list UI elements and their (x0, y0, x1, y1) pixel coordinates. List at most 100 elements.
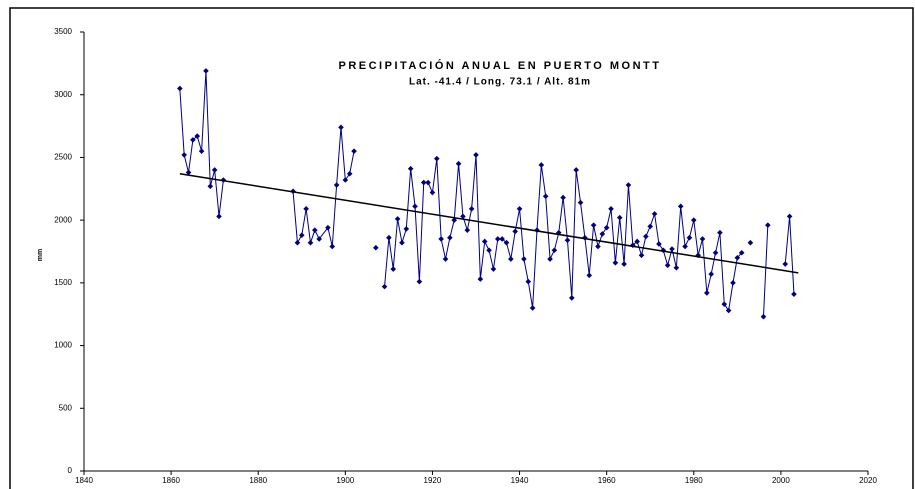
data-point (451, 217, 458, 223)
chart-frame (9, 7, 914, 489)
data-point (560, 194, 566, 201)
data-point (412, 203, 418, 210)
data-point (190, 137, 196, 143)
data-point (734, 254, 741, 261)
data-point (460, 213, 466, 220)
data-point (394, 216, 401, 222)
data-point (634, 238, 640, 245)
data-point (329, 243, 336, 250)
data-point (499, 236, 505, 242)
data-point (577, 199, 584, 206)
x-tick-label: 1940 (511, 476, 529, 485)
data-point (503, 239, 510, 246)
data-point (194, 133, 201, 139)
data-point (442, 256, 449, 262)
data-point (738, 249, 745, 256)
data-point (569, 295, 575, 301)
x-tick-label: 1860 (162, 476, 180, 485)
series-line (179, 70, 795, 317)
data-point (512, 228, 518, 235)
data-point (185, 169, 192, 176)
data-point (207, 183, 214, 190)
data-point (390, 266, 397, 272)
data-point (468, 206, 475, 212)
data-point (690, 217, 697, 223)
data-point (782, 261, 789, 267)
data-point (699, 236, 706, 242)
data-point (643, 233, 649, 240)
data-point (521, 256, 527, 262)
data-point (525, 278, 532, 285)
y-tick-label: 1500 (54, 278, 72, 287)
data-point (342, 177, 349, 183)
data-point (747, 239, 754, 246)
y-tick-label: 2500 (54, 153, 72, 162)
data-point (438, 236, 444, 242)
data-point (612, 259, 619, 266)
y-tick-label: 1000 (54, 341, 72, 350)
data-point (708, 271, 714, 277)
data-point (712, 249, 719, 256)
data-point (399, 239, 405, 246)
data-point (181, 152, 187, 158)
data-point (298, 232, 305, 238)
y-axis-label: mm (37, 249, 44, 261)
data-point (625, 182, 632, 188)
y-tick-label: 3000 (54, 90, 72, 99)
data-point (351, 148, 357, 154)
data-point (721, 301, 728, 307)
data-point (333, 182, 340, 188)
data-point (425, 179, 431, 186)
data-point (447, 234, 453, 241)
data-point (616, 214, 623, 221)
data-point (403, 226, 410, 232)
data-point (338, 124, 344, 131)
data-point (303, 206, 309, 212)
data-point (434, 155, 440, 162)
data-point (420, 179, 427, 186)
data-point (586, 272, 593, 279)
data-point (464, 227, 471, 233)
data-point (203, 68, 209, 74)
data-point (325, 224, 331, 231)
data-point (765, 222, 771, 228)
data-point (529, 305, 536, 311)
data-point (673, 265, 680, 271)
data-point (216, 213, 222, 220)
data-point (294, 239, 301, 246)
data-point (686, 234, 693, 241)
data-point (407, 165, 414, 172)
data-point (551, 247, 558, 254)
data-point (564, 237, 571, 244)
y-tick-label: 2000 (54, 215, 72, 224)
data-point (481, 238, 488, 245)
data-point (477, 276, 484, 282)
data-point (651, 211, 658, 217)
data-point (677, 203, 684, 210)
data-point (490, 266, 497, 272)
data-point (595, 243, 601, 250)
data-point (603, 224, 610, 231)
x-tick-label: 1900 (336, 476, 354, 485)
data-point (346, 170, 353, 177)
data-point (486, 247, 492, 254)
data-point (416, 278, 423, 285)
data-point (429, 189, 436, 196)
data-point (198, 148, 205, 154)
data-point (516, 206, 523, 212)
data-point (786, 213, 793, 220)
y-tick-label: 3500 (54, 27, 72, 36)
data-point (599, 231, 606, 237)
data-point (534, 227, 540, 233)
data-point (608, 206, 614, 212)
y-tick-label: 500 (59, 403, 73, 412)
data-point (669, 246, 675, 252)
data-point (791, 291, 797, 297)
data-point (542, 193, 549, 200)
y-tick-label: 0 (68, 466, 73, 475)
x-tick-label: 1920 (424, 476, 442, 485)
data-point (473, 152, 479, 158)
data-point (508, 256, 514, 262)
x-tick-label: 1880 (249, 476, 267, 485)
